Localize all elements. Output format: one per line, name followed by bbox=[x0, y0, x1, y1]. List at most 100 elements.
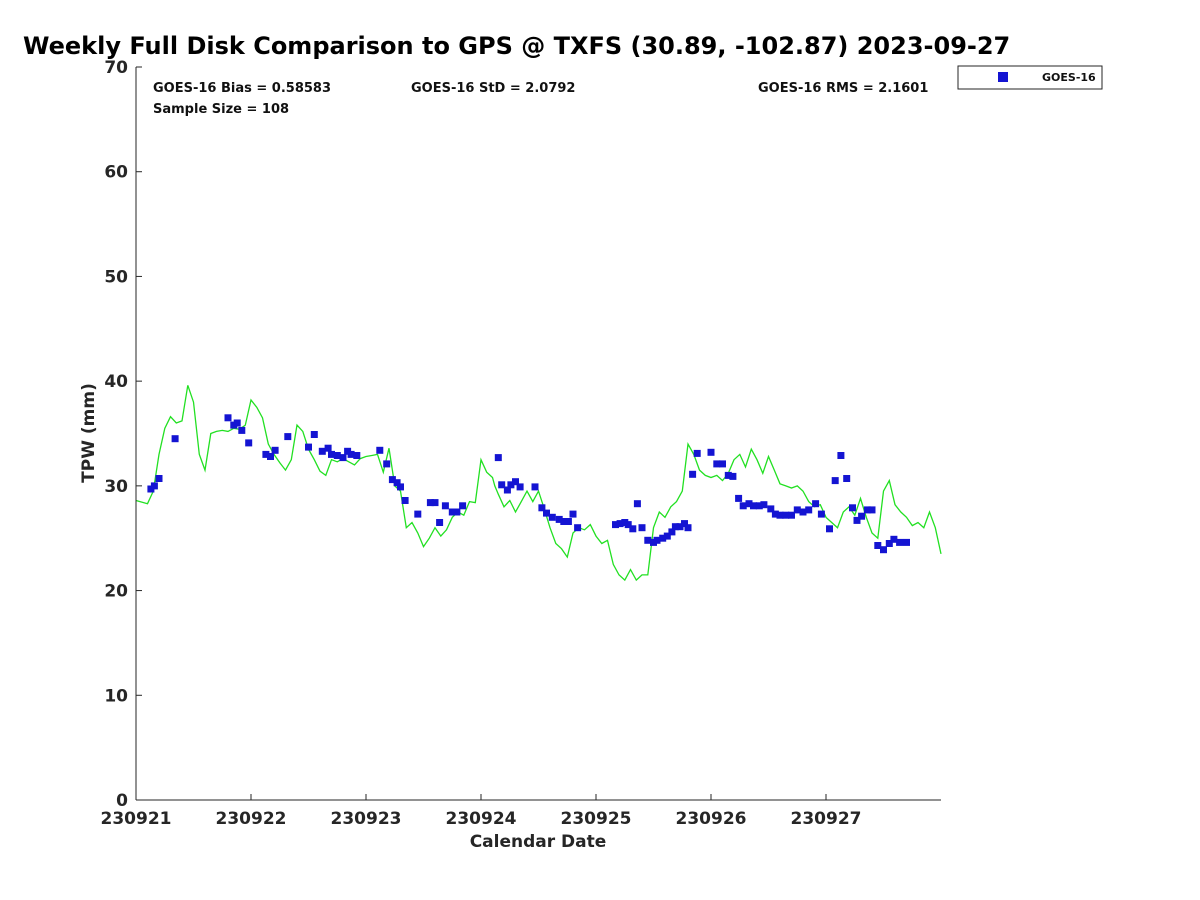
goes-16-point bbox=[760, 501, 768, 509]
goes-16-point bbox=[245, 439, 253, 447]
goes-16-point bbox=[903, 538, 910, 546]
goes-16-point bbox=[713, 460, 721, 468]
goes-16-point bbox=[305, 443, 312, 451]
goes-16-point bbox=[653, 536, 661, 544]
goes-16-point bbox=[684, 524, 692, 532]
goes-16-point bbox=[310, 431, 318, 438]
rms-stat: GOES-16 RMS = 2.1601 bbox=[758, 81, 928, 96]
y-axis-label: TPW (mm) bbox=[79, 383, 99, 483]
goes-16-point bbox=[224, 414, 232, 422]
goes-16-point bbox=[353, 452, 361, 459]
goes-16-point bbox=[663, 532, 671, 540]
goes-16-point bbox=[767, 505, 775, 513]
goes-16-point bbox=[397, 483, 404, 491]
goes-16-point bbox=[516, 483, 524, 491]
goes-16-series bbox=[147, 414, 910, 554]
goes-16-point bbox=[271, 446, 279, 454]
sample-size-stat: Sample Size = 108 bbox=[153, 102, 289, 117]
goes-16-point bbox=[793, 506, 801, 514]
goes-16-point bbox=[155, 475, 163, 482]
goes-16-point bbox=[564, 518, 572, 525]
std-stat: GOES-16 StD = 2.0792 bbox=[411, 81, 575, 96]
goes-16-point bbox=[453, 508, 461, 516]
legend-label-goes-16: GOES-16 bbox=[1042, 71, 1096, 84]
goes-16-point bbox=[735, 494, 743, 502]
goes-16-point bbox=[459, 502, 467, 510]
goes-16-point bbox=[890, 535, 898, 543]
goes-16-point bbox=[324, 444, 332, 452]
goes-16-point bbox=[267, 453, 274, 460]
goes-16-point bbox=[874, 542, 882, 549]
goes-16-point bbox=[574, 524, 582, 532]
goes-16-point bbox=[347, 450, 355, 458]
goes-16-point bbox=[376, 446, 384, 454]
goes-16-point bbox=[771, 510, 779, 518]
goes-16-point bbox=[676, 523, 684, 531]
y-tick-label: 50 bbox=[104, 267, 128, 287]
goes-16-point bbox=[238, 426, 246, 434]
goes-16-point bbox=[745, 500, 753, 508]
goes-16-point bbox=[503, 486, 511, 494]
gps-series bbox=[135, 385, 942, 582]
goes-16-point bbox=[448, 508, 456, 516]
goes-16-point bbox=[629, 525, 637, 533]
goes-16-point bbox=[782, 511, 790, 519]
goes-16-point bbox=[560, 518, 568, 525]
goes-16-point bbox=[393, 479, 401, 487]
goes-16-point bbox=[724, 471, 732, 479]
goes-16-point bbox=[498, 481, 506, 489]
goes-16-point bbox=[880, 546, 887, 554]
x-tick-label: 230922 bbox=[216, 809, 287, 829]
y-tick-label: 60 bbox=[104, 163, 128, 183]
goes-16-point bbox=[638, 524, 646, 532]
goes-16-point bbox=[671, 523, 679, 531]
goes-16-point bbox=[693, 449, 701, 457]
goes-16-point bbox=[633, 500, 641, 508]
goes-16-point bbox=[507, 481, 515, 489]
goes-16-point bbox=[339, 454, 347, 462]
goes-16-point bbox=[612, 521, 619, 529]
goes-16-point bbox=[689, 470, 697, 478]
legend-box bbox=[957, 65, 1103, 90]
plot-area bbox=[136, 67, 941, 800]
goes-16-point bbox=[896, 538, 904, 546]
goes-16-point bbox=[853, 516, 861, 524]
goes-16-point bbox=[837, 452, 845, 459]
goes-16-point bbox=[233, 419, 241, 427]
x-tick-label: 230924 bbox=[446, 809, 517, 829]
goes-16-point bbox=[569, 510, 577, 518]
x-axis-label: Calendar Date bbox=[470, 832, 607, 852]
goes-16-point bbox=[799, 508, 807, 516]
goes-16-point bbox=[849, 504, 856, 512]
goes-16-point bbox=[414, 510, 422, 518]
x-tick-label: 230926 bbox=[676, 809, 747, 829]
goes-16-point bbox=[383, 460, 391, 468]
goes-16-point bbox=[171, 435, 179, 443]
goes-16-point bbox=[150, 482, 158, 490]
goes-16-point bbox=[538, 504, 546, 512]
x-tick-label: 230927 bbox=[791, 809, 862, 829]
x-tick-label: 230925 bbox=[561, 809, 632, 829]
goes-16-point bbox=[831, 477, 839, 485]
goes-16-point bbox=[441, 502, 449, 510]
gps-line bbox=[135, 385, 942, 582]
goes-16-point bbox=[436, 519, 444, 526]
goes-16-point bbox=[616, 520, 624, 528]
goes-16-point bbox=[548, 513, 556, 521]
goes-16-point bbox=[531, 483, 539, 491]
goes-16-point bbox=[644, 536, 652, 544]
goes-16-point bbox=[885, 540, 893, 547]
goes-16-point bbox=[659, 534, 667, 542]
goes-16-point bbox=[868, 506, 876, 514]
goes-16-point bbox=[284, 433, 292, 441]
goes-16-point bbox=[388, 476, 396, 484]
goes-16-point bbox=[543, 509, 550, 517]
y-axis-ticks: 0 10 20 30 40 50 60 70 bbox=[104, 58, 142, 811]
goes-16-point bbox=[826, 525, 833, 533]
goes-16-point bbox=[401, 497, 409, 504]
goes-16-point bbox=[858, 512, 866, 520]
goes-16-point bbox=[707, 448, 715, 456]
x-axis-ticks: 230921 230922 230923 230924 230925 230926 2309… bbox=[101, 794, 862, 829]
goes-16-point bbox=[681, 520, 688, 528]
